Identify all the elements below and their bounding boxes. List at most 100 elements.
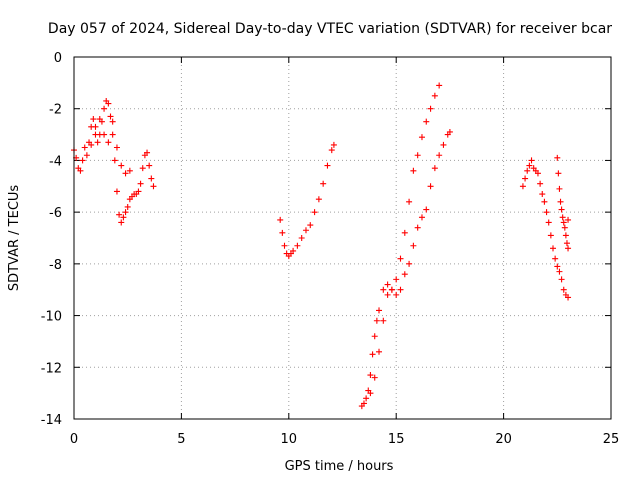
- data-point: [565, 216, 572, 223]
- data-point: [146, 162, 153, 169]
- data-point: [410, 167, 417, 174]
- data-point: [298, 235, 305, 241]
- data-point: [135, 188, 142, 195]
- data-point: [101, 105, 108, 112]
- data-point: [547, 232, 554, 239]
- data-point: [328, 147, 335, 154]
- data-point: [545, 219, 552, 226]
- data-point: [406, 260, 413, 267]
- data-point: [330, 141, 337, 148]
- data-point: [431, 165, 438, 172]
- data-point: [367, 390, 374, 397]
- chart-title: Day 057 of 2024, Sidereal Day-to-day VTE…: [48, 21, 612, 37]
- data-point: [423, 118, 430, 125]
- y-tick-label: -14: [41, 413, 62, 428]
- data-point: [554, 154, 561, 161]
- data-point: [427, 105, 434, 112]
- data-point: [105, 100, 112, 107]
- plot-frame: [73, 56, 612, 420]
- x-tick-label: 0: [70, 432, 78, 447]
- data-point: [116, 211, 123, 218]
- data-point: [561, 224, 568, 231]
- data-point: [557, 198, 564, 205]
- data-point: [124, 203, 131, 210]
- data-point: [122, 170, 129, 177]
- data-point: [440, 141, 447, 148]
- data-point: [380, 317, 387, 324]
- data-point: [122, 209, 129, 216]
- data-point: [560, 219, 567, 226]
- data-point: [307, 222, 314, 229]
- data-point: [83, 152, 90, 159]
- data-point: [113, 188, 120, 195]
- data-point: [367, 372, 374, 379]
- data-point: [410, 242, 417, 249]
- data-point: [376, 348, 383, 355]
- data-point: [384, 281, 391, 288]
- x-tick-label: 15: [388, 432, 405, 447]
- data-point: [109, 131, 116, 138]
- data-point: [371, 374, 378, 381]
- data-point: [446, 128, 453, 135]
- data-point: [363, 395, 370, 402]
- x-tick-label: 5: [177, 432, 185, 447]
- data-point: [528, 157, 535, 164]
- data-point: [436, 152, 443, 159]
- data-point: [90, 116, 97, 123]
- data-point: [414, 224, 421, 231]
- data-point: [120, 214, 127, 221]
- data-point: [554, 263, 561, 270]
- axis-ticks: 0 5 10 15 20 25 0 -2 -4 -6 -8 -10 -12 -14: [41, 51, 620, 447]
- data-point: [302, 227, 309, 234]
- data-point: [88, 141, 95, 148]
- data-point: [315, 196, 322, 203]
- data-point: [118, 162, 125, 169]
- data-point: [137, 180, 144, 187]
- data-markers: [71, 82, 572, 410]
- data-point: [376, 307, 383, 314]
- data-point: [118, 219, 125, 226]
- data-point: [401, 271, 408, 278]
- data-point: [397, 255, 404, 262]
- data-point: [558, 276, 565, 283]
- data-point: [92, 123, 99, 130]
- data-point: [552, 255, 559, 262]
- y-tick-label: -12: [41, 361, 62, 376]
- data-point: [550, 245, 557, 252]
- data-point: [526, 162, 533, 169]
- data-point: [524, 167, 531, 174]
- data-point: [277, 216, 284, 223]
- data-point: [565, 294, 572, 301]
- data-point: [79, 157, 86, 164]
- y-tick-label: -8: [49, 258, 62, 273]
- data-point: [393, 276, 400, 283]
- data-point: [105, 139, 112, 146]
- data-point: [543, 209, 550, 216]
- data-point: [393, 291, 400, 298]
- x-tick-label: 20: [495, 432, 512, 447]
- data-point: [423, 206, 430, 213]
- data-point: [294, 242, 301, 249]
- data-point: [418, 214, 425, 221]
- data-point: [113, 144, 120, 151]
- data-point: [436, 82, 443, 89]
- data-point: [320, 180, 327, 187]
- data-point: [539, 191, 546, 198]
- data-point: [427, 183, 434, 190]
- data-point: [290, 247, 297, 254]
- y-tick-label: -2: [49, 103, 62, 118]
- data-point: [560, 286, 567, 293]
- data-point: [369, 351, 376, 358]
- data-point: [148, 175, 155, 182]
- data-point: [373, 317, 380, 324]
- data-point: [556, 185, 563, 192]
- y-axis-label: SDTVAR / TECUs: [7, 185, 22, 292]
- data-point: [77, 167, 84, 174]
- data-point: [418, 134, 425, 141]
- grid: [74, 57, 611, 419]
- data-point: [279, 229, 286, 236]
- data-point: [431, 92, 438, 99]
- data-point: [126, 167, 133, 174]
- data-point: [537, 180, 544, 187]
- data-point: [111, 157, 118, 164]
